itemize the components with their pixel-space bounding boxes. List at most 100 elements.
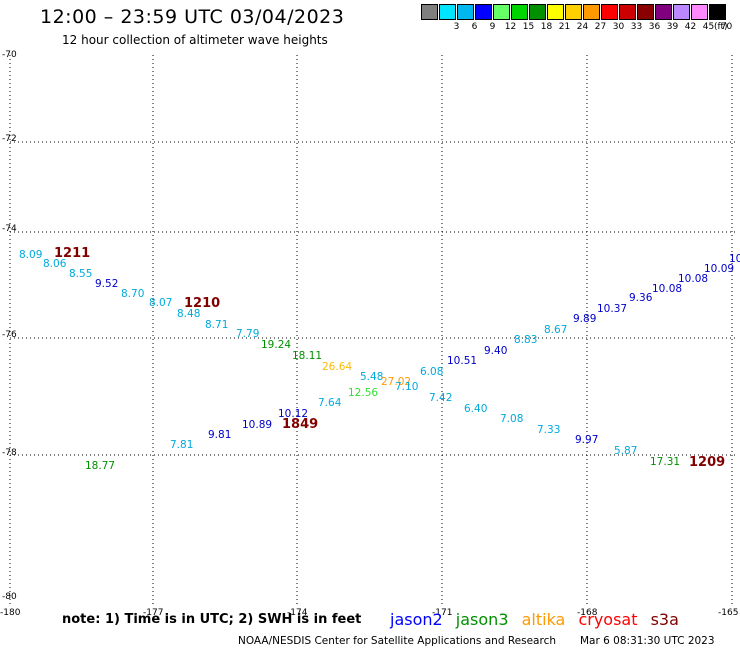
wave-height-value: 8.83 <box>514 334 538 346</box>
wave-height-value: 7.64 <box>318 397 342 409</box>
legend-swatch <box>547 4 564 20</box>
wave-height-value: 18.77 <box>85 460 116 472</box>
wave-height-value: 7.10 <box>395 381 419 393</box>
wave-height-value: 8.07 <box>149 297 173 309</box>
legend-label: 30 <box>612 22 625 32</box>
legend-swatch <box>475 4 492 20</box>
wave-height-value: 27.02 <box>381 376 412 388</box>
page-subtitle: 12 hour collection of altimeter wave hei… <box>62 33 328 47</box>
legend-label: 42 <box>684 22 697 32</box>
legend-swatch <box>619 4 636 20</box>
wave-height-value: 8.55 <box>69 268 93 280</box>
legend-label: 27 <box>594 22 607 32</box>
wave-height-value: 19.24 <box>261 339 292 351</box>
wave-height-value: 8.70 <box>121 288 145 300</box>
legend-swatch <box>691 4 708 20</box>
wave-height-value: 7.81 <box>170 439 194 451</box>
wave-height-value: 9.36 <box>629 292 653 304</box>
legend-swatch <box>673 4 690 20</box>
lon-label: -171 <box>432 608 453 618</box>
wave-height-value: 26.64 <box>322 361 353 373</box>
wave-height-value: 10.89 <box>242 419 273 431</box>
satellite-s3a: s3a <box>650 610 679 629</box>
lat-label: -72 <box>2 134 17 144</box>
page-title: 12:00 – 23:59 UTC 03/04/2023 <box>40 6 345 28</box>
legend-label: 15 <box>522 22 535 32</box>
lon-label: -165 <box>718 608 739 618</box>
lon-label: -174 <box>287 608 308 618</box>
legend-swatch <box>583 4 600 20</box>
legend-label: 45 <box>702 22 715 32</box>
wave-height-value: 12.56 <box>348 387 379 399</box>
legend-label: 39 <box>666 22 679 32</box>
generated-timestamp: Mar 6 08:31:30 UTC 2023 <box>580 635 715 647</box>
wave-height-value: 8.09 <box>19 249 43 261</box>
legend-swatch <box>529 4 546 20</box>
wave-height-value: 18.11 <box>292 350 323 362</box>
wave-height-value: 10.12 <box>278 408 309 420</box>
lat-label: -70 <box>2 50 17 60</box>
wave-height-value: 8.48 <box>177 308 201 320</box>
wave-height-value: 10.08 <box>678 273 709 285</box>
credit-text: NOAA/NESDIS Center for Satellite Applica… <box>238 635 556 647</box>
satellite-legend: jason2 jason3 altika cryosat s3a <box>390 610 687 629</box>
legend-swatch <box>421 4 438 20</box>
legend-swatch <box>655 4 672 20</box>
wave-height-value: 8.71 <box>205 319 229 331</box>
pass-time-label: 1211 <box>54 246 91 261</box>
wave-height-value: 7.42 <box>429 392 453 404</box>
legend-label: 21 <box>558 22 571 32</box>
legend-label: 70 <box>720 22 733 32</box>
wave-height-value: 10 <box>729 253 740 265</box>
legend-swatch <box>457 4 474 20</box>
wave-height-value: 10.09 <box>704 263 735 275</box>
legend-swatch <box>439 4 456 20</box>
pass-time-label: 1210 <box>184 296 221 311</box>
wave-height-value: 7.08 <box>500 413 524 425</box>
wave-height-value: 9.81 <box>208 429 232 441</box>
lon-label: -180 <box>0 608 21 618</box>
wave-height-value: 8.67 <box>544 324 568 336</box>
wave-height-value: 9.89 <box>573 313 597 325</box>
legend-label: 9 <box>489 22 496 32</box>
wave-height-value: 10.37 <box>597 303 628 315</box>
lat-label: -76 <box>2 330 17 340</box>
wave-height-value: 7.33 <box>537 424 561 436</box>
legend-label: 18 <box>540 22 553 32</box>
lat-label: -80 <box>2 592 17 602</box>
legend-swatch <box>565 4 582 20</box>
color-legend <box>421 4 727 20</box>
legend-swatch <box>511 4 528 20</box>
legend-label: 6 <box>471 22 478 32</box>
legend-label: 12 <box>504 22 517 32</box>
wave-height-value: 6.08 <box>420 366 444 378</box>
satellite-altika: altika <box>521 610 566 629</box>
wave-height-value: 6.40 <box>464 403 488 415</box>
legend-label: 33 <box>630 22 643 32</box>
lon-label: -168 <box>577 608 598 618</box>
wave-height-value: 10.08 <box>652 283 683 295</box>
pass-time-label: 1209 <box>689 455 726 470</box>
wave-height-value: 17.31 <box>650 456 681 468</box>
pass-time-label: 1849 <box>282 417 319 432</box>
satellite-jason3: jason3 <box>455 610 509 629</box>
wave-height-value: 8.06 <box>43 258 67 270</box>
note-text: note: 1) Time is in UTC; 2) SWH is in fe… <box>62 612 362 627</box>
legend-label: 3 <box>453 22 460 32</box>
wave-height-value: 9.40 <box>484 345 508 357</box>
legend-label: 36 <box>648 22 661 32</box>
satellite-jason2: jason2 <box>390 610 443 629</box>
wave-height-value: 7.79 <box>236 328 260 340</box>
wave-height-value: 9.52 <box>95 278 119 290</box>
legend-swatch <box>709 4 726 20</box>
wave-height-value: 5.87 <box>614 445 638 457</box>
wave-height-value: 9.97 <box>575 434 599 446</box>
lon-label: -177 <box>143 608 164 618</box>
lat-label: -74 <box>2 224 17 234</box>
legend-swatch <box>493 4 510 20</box>
legend-unit: (ft) <box>714 22 728 32</box>
legend-label: 24 <box>576 22 589 32</box>
legend-swatch <box>637 4 654 20</box>
